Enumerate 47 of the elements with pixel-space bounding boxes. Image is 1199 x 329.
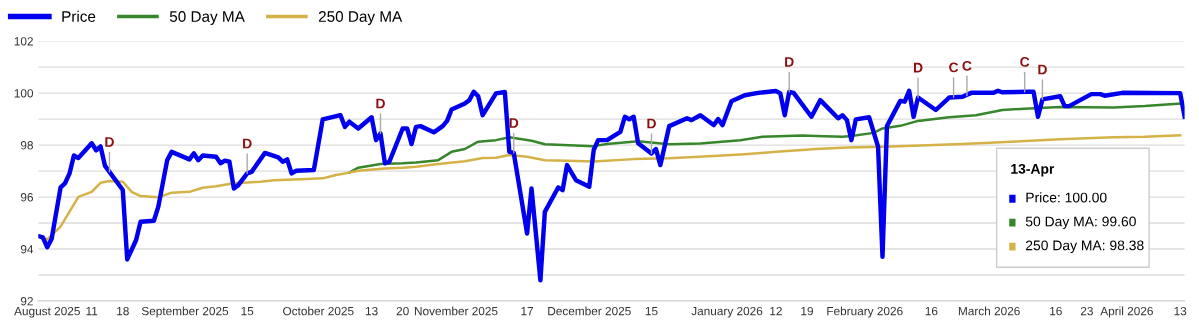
- x-tick-label: August 2025: [14, 306, 80, 318]
- x-tick-label: October 2025: [283, 306, 354, 316]
- x-tick-label: 15: [645, 307, 658, 316]
- y-tick-label: 96: [20, 193, 33, 202]
- annotation: 50 Day MA: 99.60: [1025, 216, 1136, 230]
- x-tick-label: April 2026: [1100, 306, 1153, 318]
- x-tick-label: 17: [521, 307, 534, 316]
- y-tick-label: 102: [14, 37, 33, 46]
- annotation: D: [647, 118, 656, 129]
- annotation: 250 Day MA: 98.38: [1025, 240, 1144, 254]
- line-series: [38, 88, 1185, 283]
- y-tick-label: 98: [20, 141, 33, 150]
- x-tick-label: 15: [241, 307, 254, 316]
- y-tick-label: 100: [14, 89, 34, 98]
- annotation: D: [105, 137, 114, 147]
- annotation: D: [1038, 64, 1047, 75]
- annotation: D: [243, 138, 252, 149]
- x-tick-label: 19: [801, 306, 813, 316]
- x-tick-label: 23: [1080, 306, 1093, 316]
- x-tick-label: 16: [1050, 306, 1062, 316]
- annotation: C: [949, 62, 959, 73]
- x-tick-label: 16: [925, 306, 938, 316]
- annotation: D: [509, 118, 519, 128]
- x-tick-label: January 2026: [691, 306, 763, 318]
- legend-label: 50 Day MA: [169, 11, 245, 25]
- x-tick-label: 13: [365, 306, 378, 316]
- x-tick-label: March 2026: [958, 306, 1020, 316]
- x-tick-label: 12: [770, 306, 782, 316]
- annotation: D: [913, 62, 923, 73]
- x-tick-label: 11: [86, 307, 98, 316]
- annotation: 13-Apr: [1011, 163, 1055, 177]
- annotation: D: [376, 98, 385, 109]
- y-tick-label: 92: [20, 297, 33, 306]
- y-tick-label: 94: [20, 245, 34, 254]
- x-tick-label: November 2025: [414, 306, 498, 316]
- annotation: C: [1020, 57, 1030, 67]
- annotation: C: [962, 60, 972, 71]
- x-tick-label: December 2025: [548, 306, 631, 316]
- x-tick-label: 13: [1174, 306, 1187, 316]
- x-tick-label: September 2025: [141, 306, 229, 318]
- legend-label: 250 Day MA: [318, 11, 403, 25]
- legend-label: Price: [62, 10, 96, 22]
- annotation: Price: 100.00: [1026, 192, 1107, 203]
- annotation: D: [785, 57, 794, 67]
- x-tick-label: 18: [117, 306, 129, 316]
- x-tick-label: February 2026: [827, 306, 903, 318]
- x-tick-label: 20: [396, 306, 409, 316]
